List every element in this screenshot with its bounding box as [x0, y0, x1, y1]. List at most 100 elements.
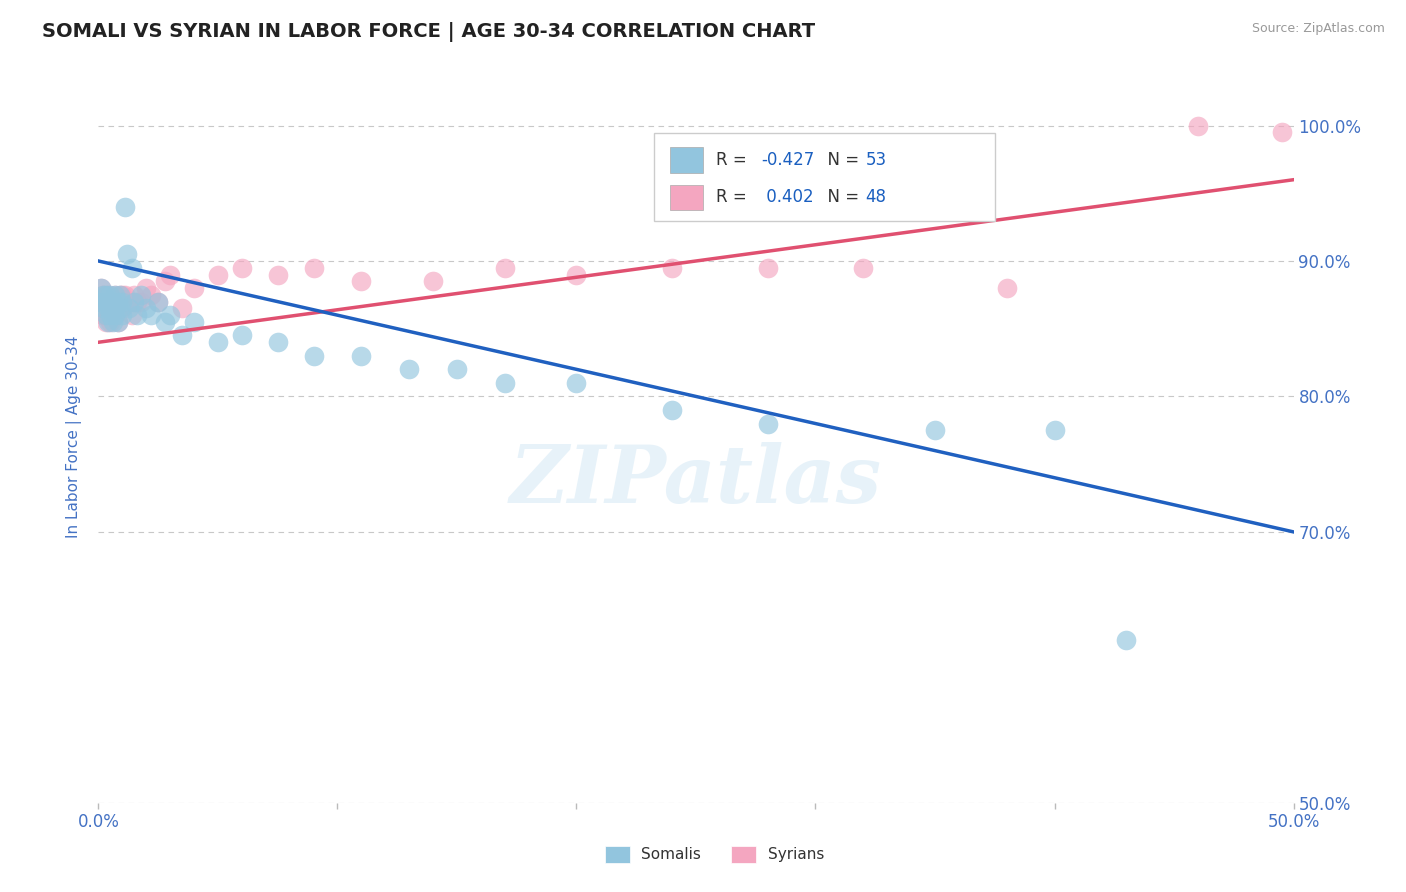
- Point: [350, 274, 373, 288]
- Point: [995, 281, 1018, 295]
- Point: [111, 308, 134, 322]
- Point: [172, 301, 194, 316]
- Point: [90, 281, 112, 295]
- Point: [231, 328, 253, 343]
- Text: R =: R =: [716, 151, 752, 169]
- Point: [350, 349, 373, 363]
- Point: [101, 308, 124, 322]
- Point: [91, 308, 114, 322]
- Point: [108, 301, 131, 316]
- Point: [108, 288, 131, 302]
- Point: [159, 268, 181, 282]
- Point: [565, 268, 588, 282]
- Point: [104, 288, 127, 302]
- Point: [98, 308, 122, 322]
- Point: [118, 294, 141, 309]
- Point: [107, 294, 129, 309]
- Point: [111, 301, 134, 316]
- Text: Syrians: Syrians: [768, 847, 824, 862]
- Point: [135, 281, 157, 295]
- Point: [231, 260, 253, 275]
- Point: [207, 268, 229, 282]
- Point: [124, 294, 146, 309]
- Point: [94, 315, 117, 329]
- Point: [494, 260, 516, 275]
- Point: [139, 308, 162, 322]
- Point: [98, 288, 122, 302]
- Point: [302, 349, 325, 363]
- Point: [91, 301, 114, 316]
- Point: [139, 288, 162, 302]
- Point: [98, 301, 122, 316]
- Point: [148, 294, 170, 309]
- Text: SOMALI VS SYRIAN IN LABOR FORCE | AGE 30-34 CORRELATION CHART: SOMALI VS SYRIAN IN LABOR FORCE | AGE 30…: [42, 22, 815, 42]
- Point: [267, 335, 290, 350]
- Point: [101, 294, 124, 309]
- Point: [1043, 423, 1066, 437]
- Point: [94, 288, 117, 302]
- Point: [115, 247, 138, 261]
- Point: [97, 294, 120, 309]
- Point: [111, 294, 134, 309]
- Point: [302, 260, 325, 275]
- Text: 48: 48: [865, 188, 886, 206]
- Point: [98, 315, 122, 329]
- Point: [155, 274, 177, 288]
- Point: [97, 315, 120, 329]
- Point: [924, 423, 946, 437]
- Point: [91, 288, 114, 302]
- Point: [94, 308, 117, 322]
- Point: [90, 294, 112, 309]
- Point: [90, 281, 112, 295]
- Point: [104, 308, 127, 322]
- Point: [756, 417, 779, 431]
- Point: [107, 315, 129, 329]
- Point: [148, 294, 170, 309]
- Point: [97, 288, 120, 302]
- Point: [267, 268, 290, 282]
- Point: [108, 301, 131, 316]
- Text: N =: N =: [817, 188, 865, 206]
- Point: [101, 301, 124, 316]
- Point: [183, 315, 205, 329]
- Point: [91, 288, 114, 302]
- Text: -0.427: -0.427: [761, 151, 814, 169]
- Point: [494, 376, 516, 390]
- Text: Source: ZipAtlas.com: Source: ZipAtlas.com: [1251, 22, 1385, 36]
- Point: [125, 308, 148, 322]
- Text: N =: N =: [817, 151, 865, 169]
- Point: [121, 260, 143, 275]
- Text: Somalis: Somalis: [641, 847, 702, 862]
- Point: [565, 376, 588, 390]
- Point: [97, 308, 120, 322]
- Point: [661, 260, 683, 275]
- Point: [90, 294, 112, 309]
- Point: [104, 308, 127, 322]
- Point: [94, 294, 117, 309]
- Point: [422, 274, 444, 288]
- Point: [1187, 119, 1209, 133]
- Point: [111, 288, 134, 302]
- Point: [756, 260, 779, 275]
- Point: [97, 301, 120, 316]
- Point: [398, 362, 420, 376]
- Point: [101, 294, 124, 309]
- Point: [118, 301, 141, 316]
- Point: [107, 315, 129, 329]
- Point: [1271, 125, 1294, 139]
- Point: [115, 294, 138, 309]
- Point: [131, 288, 153, 302]
- Point: [852, 260, 875, 275]
- Text: R =: R =: [716, 188, 752, 206]
- Point: [446, 362, 468, 376]
- Point: [155, 315, 177, 329]
- Point: [124, 288, 146, 302]
- Point: [207, 335, 229, 350]
- Point: [104, 288, 127, 302]
- Text: 53: 53: [865, 151, 886, 169]
- Point: [1115, 633, 1137, 648]
- Y-axis label: In Labor Force | Age 30-34: In Labor Force | Age 30-34: [66, 335, 83, 539]
- Point: [98, 294, 122, 309]
- Point: [101, 315, 124, 329]
- Point: [121, 308, 143, 322]
